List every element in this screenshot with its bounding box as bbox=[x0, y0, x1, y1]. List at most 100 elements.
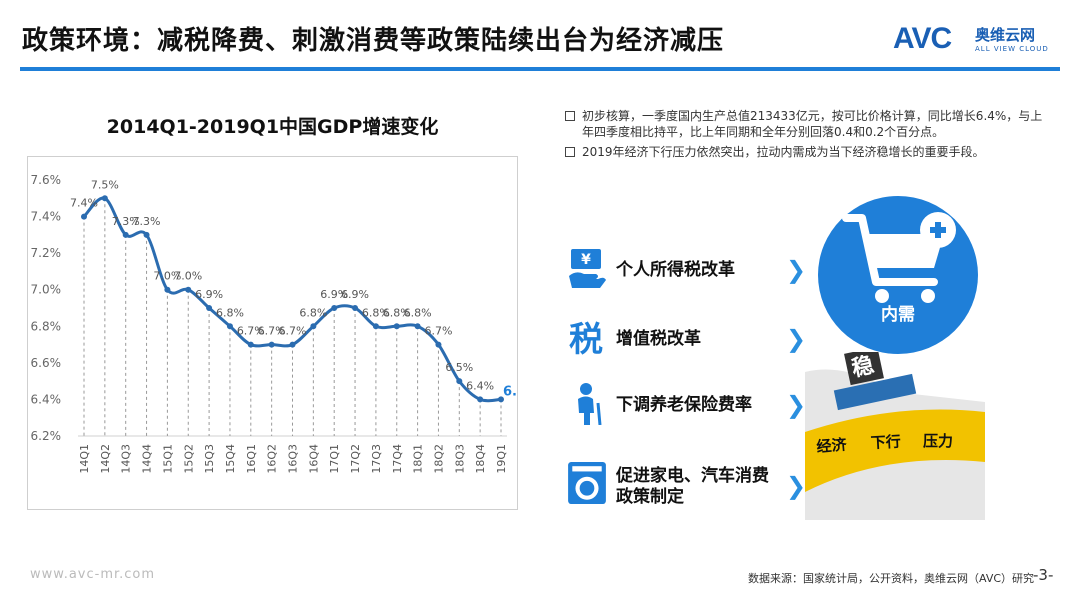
page-title: 政策环境：减税降费、刺激消费等政策陆续出台为经济减压 bbox=[22, 26, 725, 56]
pressure-word: 经济 bbox=[816, 435, 848, 456]
data-point bbox=[456, 378, 463, 385]
shopping-cart-plus-icon bbox=[842, 212, 956, 303]
bullet-text: 2019年经济下行压力依然突出，拉动内需成为当下经济稳增长的重要手段。 bbox=[582, 145, 985, 159]
policy-label: 增值税改革 bbox=[616, 329, 701, 349]
x-tick-label: 18Q4 bbox=[474, 444, 487, 474]
chevron-right-icon: ❯ bbox=[786, 391, 807, 419]
data-point bbox=[331, 305, 338, 311]
x-tick-label: 19Q1 bbox=[495, 444, 508, 474]
data-label: 6.7% bbox=[237, 325, 265, 338]
x-tick-label: 14Q3 bbox=[120, 444, 133, 474]
data-point bbox=[477, 396, 484, 403]
y-tick-label: 6.2% bbox=[31, 429, 62, 443]
bullet-item: 2019年经济下行压力依然突出，拉动内需成为当下经济稳增长的重要手段。 bbox=[565, 144, 1045, 160]
x-tick-label: 15Q1 bbox=[161, 444, 174, 474]
footer-website: www.avc-mr.com bbox=[30, 567, 156, 582]
data-label: 6.7% bbox=[258, 325, 286, 338]
x-tick-label: 18Q1 bbox=[412, 444, 425, 474]
data-point bbox=[101, 195, 108, 202]
chart-title: 2014Q1-2019Q1中国GDP增速变化 bbox=[106, 116, 439, 138]
data-point bbox=[414, 323, 421, 330]
data-point bbox=[185, 286, 192, 293]
data-label: 7.0% bbox=[174, 270, 202, 283]
chevron-right-icon: ❯ bbox=[786, 325, 807, 353]
policy-item-income-tax: ¥ 个人所得税改革 ❯ bbox=[566, 246, 811, 296]
data-label: 6.8% bbox=[362, 306, 390, 319]
x-tick-label: 16Q3 bbox=[287, 444, 300, 474]
bullet-list: 初步核算，一季度国内生产总值213433亿元，按可比价格计算，同比增长6.4%，… bbox=[565, 108, 1045, 164]
data-source: 数据来源：国家统计局，公开资料，奥维云网（AVC）研究 bbox=[748, 572, 1035, 585]
data-label: 6.8% bbox=[404, 306, 432, 319]
logo-cn: 奥维云网 bbox=[975, 26, 1036, 44]
x-tick-label: 15Q2 bbox=[182, 444, 195, 474]
data-label: 6.7% bbox=[279, 325, 307, 338]
stabilize-illustration: 稳 经济 下行 压力 bbox=[805, 352, 985, 520]
y-tick-label: 6.4% bbox=[31, 392, 62, 406]
data-label: 6.9% bbox=[320, 288, 348, 301]
brand-logo: AVC 奥维云网 ALL VIEW CLOUD bbox=[893, 22, 1063, 58]
data-label: 7.5% bbox=[91, 178, 119, 191]
x-tick-label: 14Q4 bbox=[141, 444, 154, 474]
logo-en: ALL VIEW CLOUD bbox=[975, 45, 1049, 53]
y-tick-label: 7.4% bbox=[31, 210, 62, 224]
x-tick-label: 15Q4 bbox=[224, 444, 237, 474]
svg-text:税: 税 bbox=[569, 320, 603, 359]
data-label: 6.7% bbox=[424, 325, 452, 338]
bullet-text: 初步核算，一季度国内生产总值213433亿元，按可比价格计算，同比增长6.4%，… bbox=[582, 109, 1043, 139]
data-label: 6.8% bbox=[216, 306, 244, 319]
data-label: 7.3% bbox=[133, 215, 161, 228]
x-tick-label: 14Q1 bbox=[78, 444, 91, 474]
x-tick-label: 17Q3 bbox=[370, 444, 383, 474]
x-tick-label: 14Q2 bbox=[99, 444, 112, 474]
y-tick-label: 7.2% bbox=[31, 246, 62, 260]
logo-text: AVC bbox=[893, 22, 952, 55]
x-tick-label: 18Q3 bbox=[453, 444, 466, 474]
x-tick-label: 16Q2 bbox=[266, 444, 279, 474]
data-label: 6.8% bbox=[299, 306, 327, 319]
pressure-word: 下行 bbox=[870, 432, 901, 452]
x-tick-label: 16Q1 bbox=[245, 444, 258, 474]
x-tick-label: 15Q3 bbox=[203, 444, 216, 474]
washing-machine-icon bbox=[568, 462, 606, 504]
data-point bbox=[372, 323, 379, 330]
policy-label: 个人所得税改革 bbox=[616, 260, 735, 280]
bullet-item: 初步核算，一季度国内生产总值213433亿元，按可比价格计算，同比增长6.4%，… bbox=[565, 108, 1045, 140]
elderly-person-icon bbox=[578, 383, 602, 425]
chevron-right-icon: ❯ bbox=[786, 472, 807, 500]
gdp-line-chart: 6.2% 6.4% 6.6% 6.8% 7.0% 7.2% 7.4% 7.6% 7.4% 7.5%… bbox=[31, 173, 517, 474]
data-point bbox=[226, 323, 233, 330]
bullet-square-icon bbox=[565, 147, 575, 157]
data-label: 6.9% bbox=[195, 288, 223, 301]
data-point bbox=[164, 286, 171, 293]
x-tick-label: 18Q2 bbox=[432, 444, 445, 474]
data-point bbox=[289, 341, 296, 348]
data-label: 6.8% bbox=[383, 306, 411, 319]
domestic-demand-label: 内需 bbox=[881, 305, 915, 325]
policy-label: 促进家电、汽车消费政策制定 bbox=[616, 466, 769, 507]
data-point bbox=[435, 341, 442, 348]
y-tick-label: 6.6% bbox=[31, 356, 62, 370]
bullet-square-icon bbox=[565, 111, 575, 121]
stable-char: 稳 bbox=[849, 352, 876, 382]
data-point bbox=[206, 305, 213, 311]
data-point bbox=[247, 341, 254, 348]
page-number: -3- bbox=[1033, 566, 1054, 584]
data-point bbox=[310, 323, 317, 330]
money-hand-icon: ¥ bbox=[569, 249, 606, 288]
chevron-right-icon: ❯ bbox=[786, 256, 807, 284]
data-label: 7.0% bbox=[153, 270, 181, 283]
x-tick-label: 16Q4 bbox=[307, 444, 320, 474]
header-divider bbox=[20, 67, 1060, 71]
x-tick-label: 17Q4 bbox=[391, 444, 404, 474]
data-point bbox=[352, 305, 359, 311]
data-label: 7.4% bbox=[70, 197, 98, 210]
data-label: 7.3% bbox=[112, 215, 140, 228]
tax-character-icon: 税 bbox=[569, 320, 603, 359]
policy-item-consumption: 促进家电、汽车消费政策制定 ❯ bbox=[566, 458, 811, 516]
chart-frame bbox=[27, 156, 518, 510]
data-point bbox=[498, 396, 504, 403]
data-label: 6.4% bbox=[503, 384, 516, 399]
x-tick-label: 17Q2 bbox=[349, 444, 362, 474]
pressure-word: 压力 bbox=[923, 432, 953, 450]
data-point bbox=[122, 231, 129, 238]
